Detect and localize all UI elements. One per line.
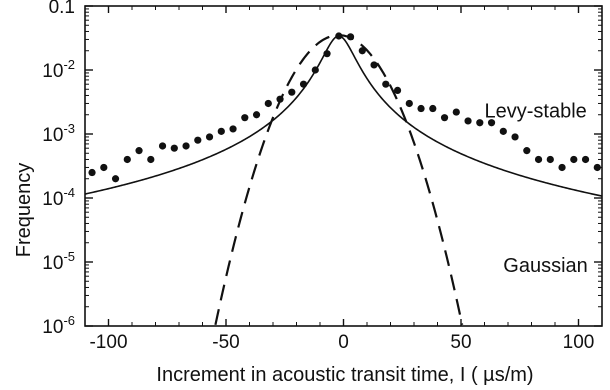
annotations: Levy-stable Gaussian xyxy=(485,101,588,277)
y-tick-label: 10-2 xyxy=(42,57,75,82)
data-point xyxy=(135,147,143,155)
y-tick-label: 10-6 xyxy=(42,313,75,338)
x-tick-label: 50 xyxy=(450,332,471,353)
data-point xyxy=(452,108,460,116)
data-point xyxy=(440,114,449,122)
plot-area xyxy=(84,5,603,327)
data-point xyxy=(393,86,402,95)
annotation-label: Levy-stable xyxy=(485,101,587,123)
data-point xyxy=(182,142,190,150)
y-tick-label: 10-5 xyxy=(42,249,75,274)
annotation-label: Gaussian xyxy=(503,255,588,277)
x-tick-label: 0 xyxy=(338,332,349,353)
x-tick-label: 100 xyxy=(563,332,595,353)
data-point xyxy=(147,155,155,164)
levy-stable-curve xyxy=(84,35,603,197)
data-point xyxy=(581,155,590,164)
data-point xyxy=(288,88,296,96)
y-tick-label: 0.1 xyxy=(49,0,75,18)
data-point xyxy=(429,104,437,113)
data-point xyxy=(417,104,425,113)
data-point xyxy=(370,61,378,69)
data-point xyxy=(111,175,120,183)
plot-frame xyxy=(84,5,603,327)
y-tick-label: 10-3 xyxy=(42,121,75,146)
data-point xyxy=(405,99,413,108)
data-point xyxy=(570,155,578,164)
x-axis-label: Increment in acoustic transit time, I ( … xyxy=(156,364,533,386)
data-point xyxy=(123,155,131,164)
data-point xyxy=(558,163,566,172)
data-point xyxy=(382,80,390,88)
data-point xyxy=(252,111,261,119)
data-point xyxy=(358,47,366,55)
data-point xyxy=(464,117,472,125)
data-point xyxy=(158,142,167,150)
data-point xyxy=(170,144,178,152)
data-points xyxy=(88,32,601,183)
data-point xyxy=(241,114,249,122)
data-point xyxy=(476,119,484,127)
data-point xyxy=(523,147,531,155)
data-point xyxy=(534,155,543,164)
data-point xyxy=(487,119,496,127)
data-point xyxy=(593,163,601,172)
data-point xyxy=(194,136,202,144)
data-point xyxy=(546,155,554,164)
data-point xyxy=(229,125,237,133)
x-tick-label: -50 xyxy=(212,332,239,353)
data-point xyxy=(217,127,225,135)
y-tick-label: 10-4 xyxy=(42,185,75,210)
y-axis: 10-6 10-5 10-4 10-3 10-2 0.1 xyxy=(42,0,602,338)
fit-curves xyxy=(84,34,603,326)
data-point xyxy=(205,133,214,141)
gaussian-curve xyxy=(214,34,464,326)
y-axis-label: Frequency xyxy=(13,163,35,258)
data-point xyxy=(88,168,96,177)
data-point xyxy=(264,99,272,108)
data-point xyxy=(511,133,519,141)
data-point xyxy=(100,163,108,172)
x-axis: -100 -50 0 50 100 xyxy=(89,6,594,353)
data-point xyxy=(499,127,507,135)
x-tick-label: -100 xyxy=(89,332,127,353)
